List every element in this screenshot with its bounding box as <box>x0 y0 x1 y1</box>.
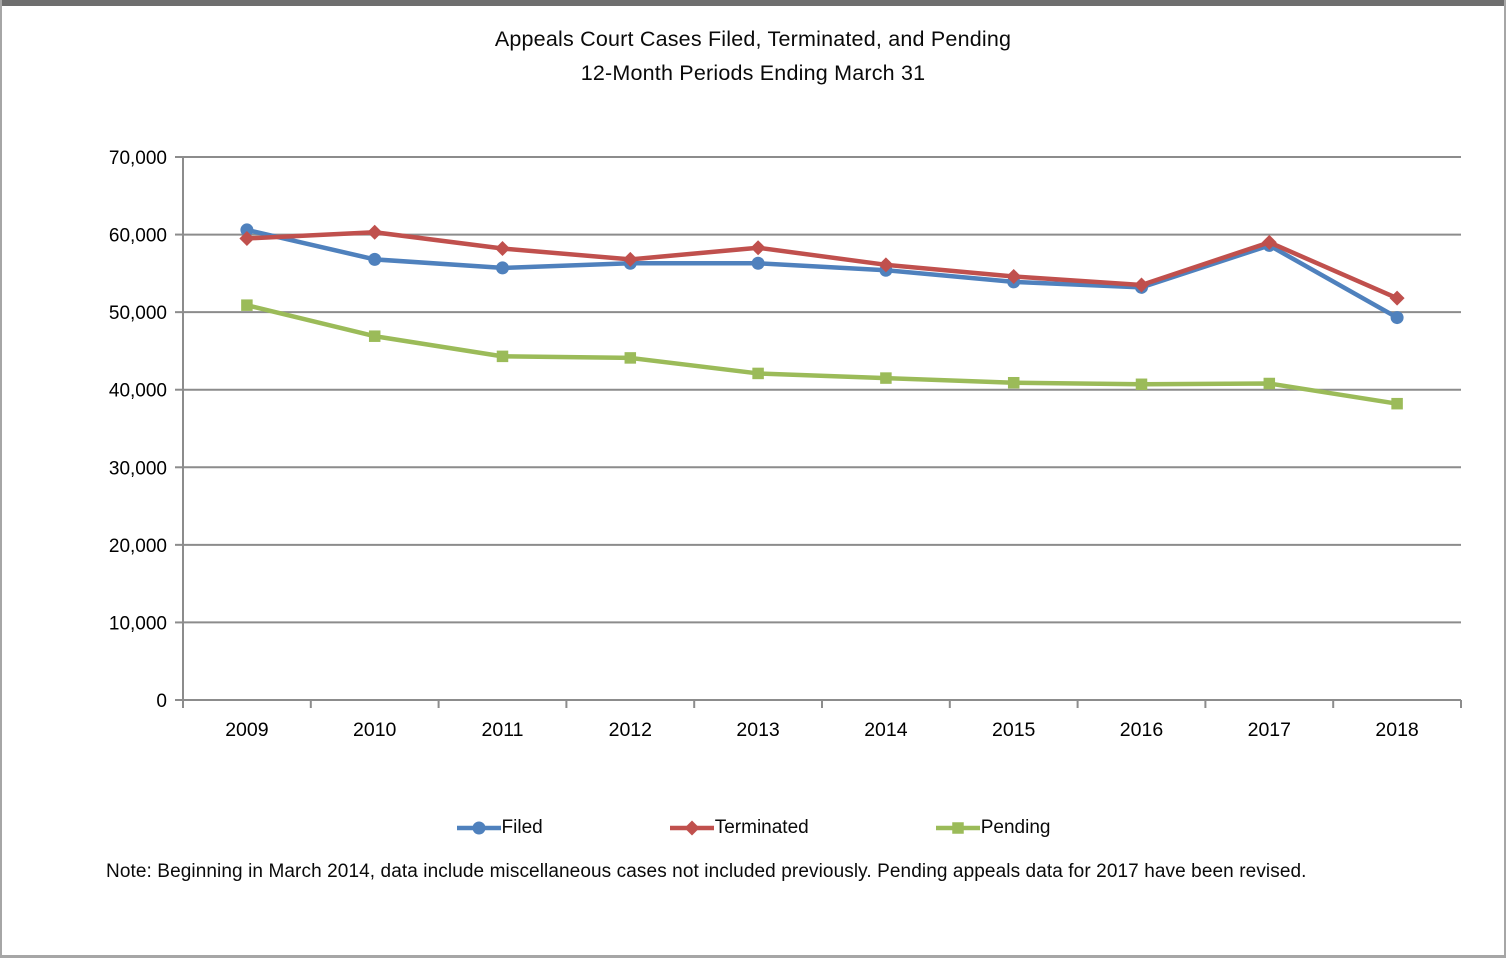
x-axis-tick-label: 2018 <box>1375 719 1418 741</box>
x-axis-tick-label: 2011 <box>482 719 524 741</box>
filed-line <box>244 227 1400 320</box>
y-axis-tick-label: 50,000 <box>109 303 167 324</box>
legend-item-terminated: Terminated <box>669 817 809 839</box>
chart-title-line2: 12-Month Periods Ending March 31 <box>580 61 926 85</box>
x-axis-tick-label: 2015 <box>992 719 1036 741</box>
x-axis-tick-label: 2010 <box>353 719 397 741</box>
pending-line <box>244 302 1400 406</box>
y-axis-tick-label: 20,000 <box>109 536 167 557</box>
window-left-edge <box>0 0 2 958</box>
pending-line-marker-icon <box>935 822 980 834</box>
legend-label-filed: Filed <box>501 817 543 838</box>
window-bottom-edge <box>0 955 1506 958</box>
y-axis-tick-label: 40,000 <box>109 381 167 402</box>
pending-series <box>241 299 1403 410</box>
y-axis-tick-label: 30,000 <box>109 458 167 479</box>
terminated-series <box>239 224 1405 306</box>
x-axis-tick-label: 2014 <box>864 719 908 741</box>
y-axis-tick-label: 60,000 <box>109 226 167 247</box>
y-axis-tick-label: 10,000 <box>109 613 167 634</box>
legend-item-filed: Filed <box>456 817 543 839</box>
y-axis-tick-label: 70,000 <box>109 148 167 169</box>
x-axis-tick-label: 2016 <box>1120 719 1163 741</box>
legend-item-pending: Pending <box>935 817 1051 839</box>
chart-legend: Filed Terminated Pending <box>0 812 1506 844</box>
terminated-line <box>244 229 1400 301</box>
window-right-edge <box>1504 0 1506 958</box>
footnote: Note: Beginning in March 2014, data incl… <box>106 861 1307 882</box>
window-top-edge <box>0 0 1506 6</box>
x-axis-tick-label: 2017 <box>1248 719 1291 741</box>
x-axis-tick-label: 2013 <box>736 719 779 741</box>
x-axis-tick-label: 2012 <box>609 719 652 741</box>
x-axis-tick-label: 2009 <box>225 719 268 741</box>
legend-label-terminated: Terminated <box>714 817 809 838</box>
y-axis-tick-label: 0 <box>156 691 167 712</box>
chart-title-line1: Appeals Court Cases Filed, Terminated, a… <box>494 27 1012 51</box>
terminated-line-marker-icon <box>669 820 714 836</box>
chart-title: Appeals Court Cases Filed, Terminated, a… <box>0 22 1506 90</box>
filed-line-marker-icon <box>456 821 501 835</box>
legend-label-pending: Pending <box>980 817 1051 838</box>
